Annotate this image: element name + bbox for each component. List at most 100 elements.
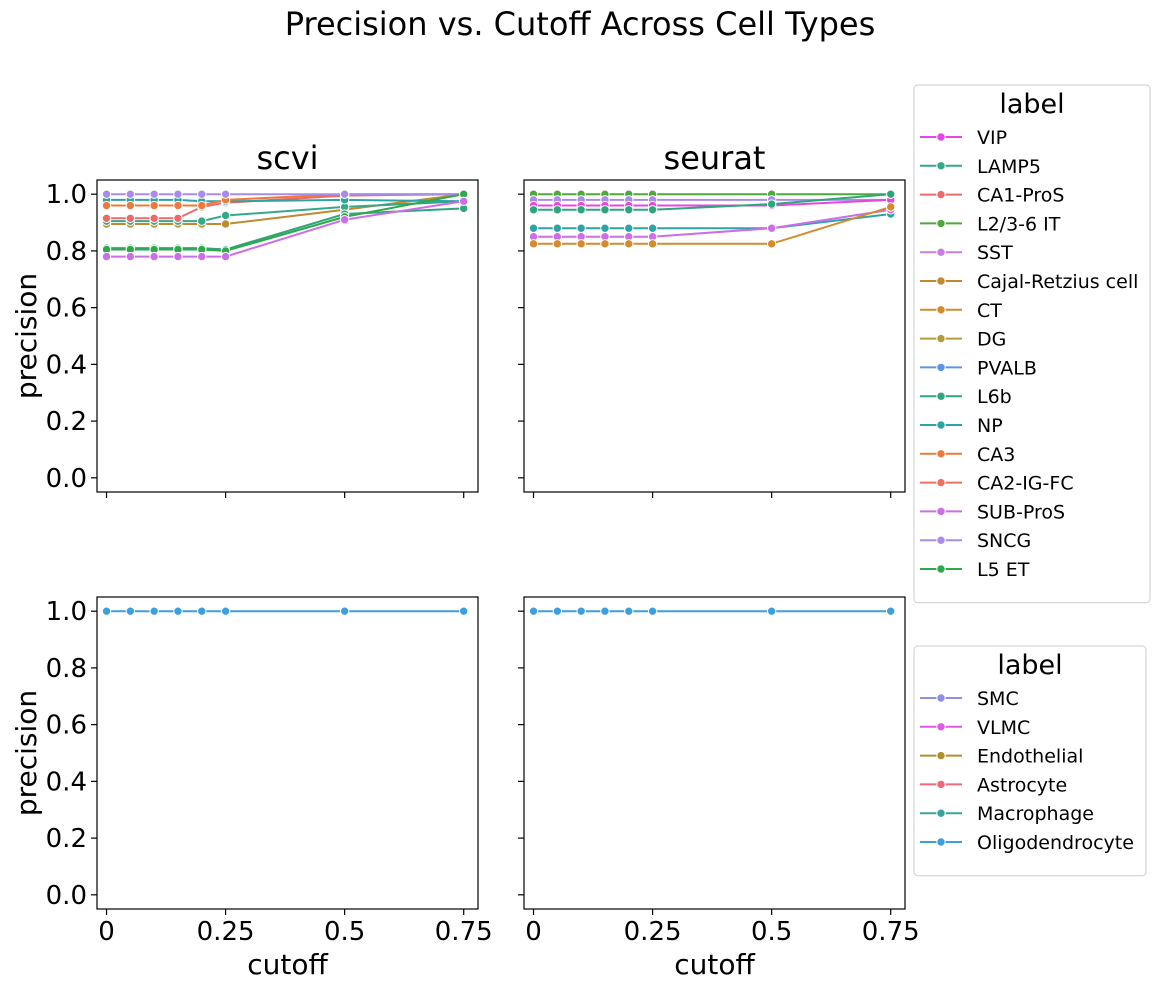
axes-frame: [96, 179, 479, 493]
x-tick-label: 0.75: [435, 917, 493, 947]
data-point: [766, 239, 777, 249]
data-point: [220, 251, 231, 262]
y-tick-label: 1.0: [46, 597, 87, 627]
data-point: [149, 606, 159, 616]
data-point: [197, 189, 207, 199]
data-point: [600, 223, 610, 233]
legend-entry-label: NP: [977, 415, 1003, 437]
data-point: [600, 239, 610, 249]
data-point: [197, 200, 207, 211]
data-point: [173, 213, 183, 223]
legend-marker: [936, 362, 946, 373]
legend-marker: [936, 564, 946, 574]
data-point: [624, 223, 634, 233]
legend-marker: [936, 750, 946, 761]
data-point: [552, 205, 563, 215]
data-point: [220, 606, 231, 616]
y-tick-label: 0.8: [46, 237, 87, 267]
series-line-L5 ET: [106, 193, 464, 252]
data-point: [101, 251, 112, 262]
data-point: [600, 606, 610, 616]
series-line-L6b: [106, 207, 464, 251]
data-point: [339, 606, 350, 616]
panel-title: scvi: [256, 139, 318, 177]
legend-marker: [936, 693, 946, 703]
legend-marker: [936, 535, 946, 545]
data-point: [101, 189, 112, 199]
legend-marker: [936, 218, 946, 229]
legend-entry-label: CA1-ProS: [977, 185, 1064, 207]
legend-entry-label: CT: [977, 300, 1002, 322]
data-point: [528, 606, 539, 616]
x-axis-label: cutoff: [247, 948, 328, 981]
legend-entry-label: SST: [977, 242, 1013, 264]
legend-entry-label: L2/3-6 IT: [977, 213, 1061, 235]
legend-0: label VIP LAMP5 CA1-ProS L2/3-6 IT SST Cajal-R…: [913, 84, 1151, 604]
data-point: [528, 223, 539, 233]
legend-marker: [936, 247, 946, 257]
data-point: [220, 219, 231, 229]
data-point: [886, 189, 896, 199]
data-point: [220, 210, 231, 221]
data-point: [125, 251, 136, 262]
legend-marker: [936, 449, 946, 459]
data-point: [149, 200, 159, 211]
data-point: [552, 239, 563, 249]
data-point: [647, 223, 658, 233]
legend-marker: [936, 477, 946, 488]
data-point: [173, 189, 183, 199]
legend-marker: [936, 420, 946, 430]
legend-entry-label: CA3: [977, 444, 1015, 466]
y-tick-label: 1.0: [46, 180, 87, 210]
data-point: [125, 606, 136, 616]
data-point: [766, 606, 777, 616]
legend-marker: [936, 779, 946, 790]
legend-marker: [936, 276, 946, 286]
y-axis-label: precision: [10, 690, 43, 816]
data-point: [766, 199, 777, 209]
legend-entry-label: SMC: [977, 688, 1019, 710]
data-point: [173, 606, 183, 616]
y-axis-label: precision: [10, 273, 43, 399]
x-tick-label: 0.5: [324, 917, 365, 947]
data-point: [125, 213, 136, 223]
data-point: [197, 606, 207, 616]
legend-marker: [936, 132, 946, 142]
legend-marker: [936, 837, 946, 847]
legend-entry-label: Cajal-Retzius cell: [977, 271, 1138, 293]
data-point: [149, 189, 159, 199]
legend-entry-label: Oligodendrocyte: [977, 832, 1134, 854]
legend-entry-label: CA2-IG-FC: [977, 473, 1074, 495]
x-tick-label: 0: [98, 917, 115, 947]
data-point: [459, 606, 469, 616]
y-tick-label: 0.2: [46, 407, 87, 437]
legend-entry-label: DG: [977, 329, 1006, 351]
panel-title: seurat: [664, 139, 766, 177]
data-point: [149, 251, 159, 262]
data-point: [886, 202, 896, 212]
data-point: [101, 200, 112, 211]
legend-box: [913, 645, 1147, 877]
legend-entry-label: SNCG: [977, 530, 1031, 552]
data-point: [528, 239, 539, 249]
data-point: [339, 189, 350, 199]
series-line-CT: [533, 205, 891, 245]
axes-frame: [523, 179, 906, 493]
y-tick-label: 0.6: [46, 294, 87, 324]
data-point: [552, 223, 563, 233]
data-point: [528, 205, 539, 215]
legend-marker: [936, 161, 946, 171]
legend-marker: [936, 189, 946, 200]
data-point: [125, 200, 136, 211]
y-tick-label: 0.4: [46, 350, 87, 380]
data-point: [647, 205, 658, 215]
chart-panels: scvi 0.0 0.2 0.4 0.6 0.8 1.0 precision seurat 0.0…: [10, 139, 920, 981]
data-point: [647, 239, 658, 249]
legend-marker: [936, 391, 946, 401]
data-point: [600, 205, 610, 215]
data-point: [339, 215, 350, 225]
panel-0: scvi 0.0 0.2 0.4 0.6 0.8 1.0 precision: [10, 139, 479, 498]
data-point: [149, 213, 159, 223]
legend-1: label SMC VLMC Endothelial Astrocyte Macropha…: [913, 645, 1147, 877]
